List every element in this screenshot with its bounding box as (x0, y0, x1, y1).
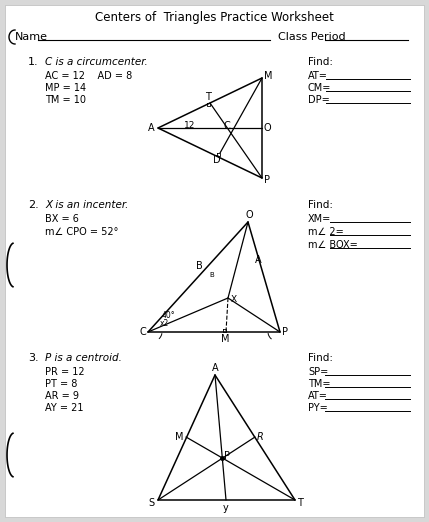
Text: R: R (257, 432, 264, 442)
Text: Find:: Find: (308, 57, 333, 67)
Text: P is a centroid.: P is a centroid. (45, 353, 122, 363)
Text: PT = 8: PT = 8 (45, 379, 77, 389)
Text: A: A (255, 255, 262, 265)
Text: B: B (196, 261, 203, 271)
Text: DP=: DP= (308, 95, 330, 105)
Text: O: O (245, 210, 253, 220)
Text: x2: x2 (160, 319, 169, 328)
Text: 1.: 1. (28, 57, 39, 67)
Text: Centers of  Triangles Practice Worksheet: Centers of Triangles Practice Worksheet (94, 10, 333, 23)
Text: A: A (211, 363, 218, 373)
Text: M: M (264, 71, 272, 81)
Text: B: B (209, 272, 214, 278)
Text: O: O (264, 123, 272, 133)
Text: AT=: AT= (308, 71, 328, 81)
Text: C is a circumcenter.: C is a circumcenter. (45, 57, 148, 67)
FancyBboxPatch shape (5, 5, 424, 517)
Text: D: D (213, 155, 221, 165)
Text: T: T (297, 498, 303, 508)
Text: 3.: 3. (28, 353, 39, 363)
Text: Class Period: Class Period (278, 32, 346, 42)
Text: PR = 12: PR = 12 (45, 367, 85, 377)
Text: AC = 12    AD = 8: AC = 12 AD = 8 (45, 71, 132, 81)
Text: S: S (148, 498, 154, 508)
Text: PY=: PY= (308, 403, 328, 413)
Text: AR = 9: AR = 9 (45, 391, 79, 401)
Text: X is an incenter.: X is an incenter. (45, 200, 128, 210)
Text: C: C (139, 327, 146, 337)
Text: TM = 10: TM = 10 (45, 95, 86, 105)
Text: Find:: Find: (308, 200, 333, 210)
Text: m∠ BOX=: m∠ BOX= (308, 240, 358, 250)
Text: M: M (221, 334, 229, 344)
Text: AY = 21: AY = 21 (45, 403, 84, 413)
Text: M: M (175, 432, 184, 442)
Text: y: y (223, 503, 229, 513)
Text: AT=: AT= (308, 391, 328, 401)
Text: C: C (224, 121, 231, 131)
Text: A: A (148, 123, 154, 133)
Text: X: X (231, 294, 237, 303)
Text: MP = 14: MP = 14 (45, 83, 86, 93)
Text: Name: Name (15, 32, 48, 42)
Text: 12: 12 (184, 122, 196, 130)
Text: m∠ CPO = 52°: m∠ CPO = 52° (45, 227, 118, 237)
Text: P: P (224, 451, 230, 461)
Text: 2.: 2. (28, 200, 39, 210)
Text: CM=: CM= (308, 83, 331, 93)
Text: TM=: TM= (308, 379, 330, 389)
Text: BX = 6: BX = 6 (45, 214, 79, 224)
Text: T: T (205, 92, 211, 102)
Text: 40°: 40° (162, 312, 175, 321)
Text: Find:: Find: (308, 353, 333, 363)
Text: m∠ 2=: m∠ 2= (308, 227, 344, 237)
Text: SP=: SP= (308, 367, 328, 377)
Text: XM=: XM= (308, 214, 331, 224)
Text: P: P (282, 327, 288, 337)
Text: P: P (264, 175, 270, 185)
